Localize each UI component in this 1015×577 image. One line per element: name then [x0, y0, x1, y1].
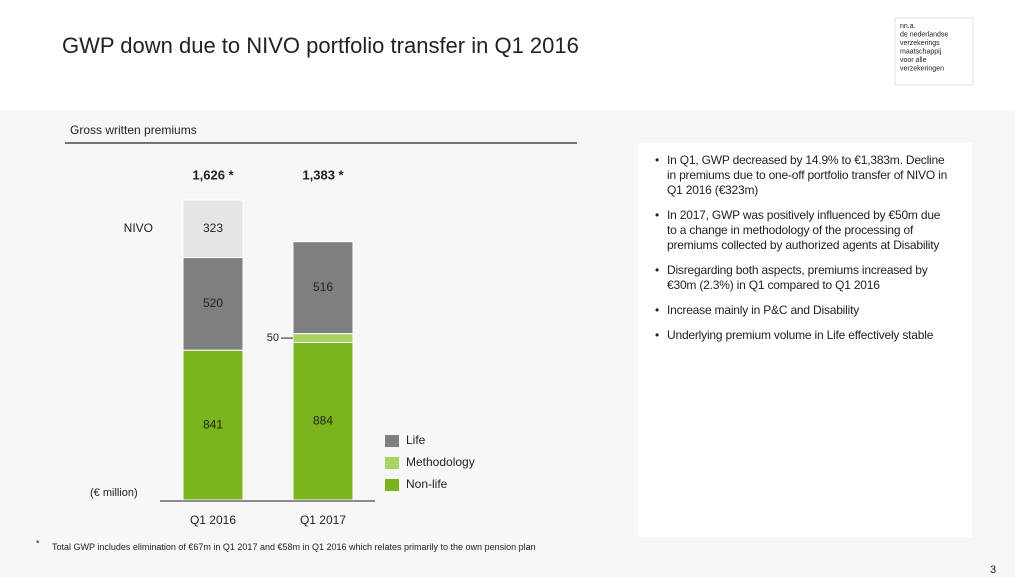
segment-label: 50 [267, 332, 279, 344]
legend-label: Non-life [406, 477, 448, 491]
legend-swatch [385, 435, 399, 447]
logo-text: voor alle [900, 57, 927, 64]
footnote-marker: * [36, 538, 40, 548]
legend-swatch [385, 479, 399, 491]
segment-label: 516 [313, 280, 333, 294]
total-label: 1,626 * [192, 167, 234, 182]
footnote: Total GWP includes elimination of €67m i… [52, 542, 536, 552]
bar-segment [292, 342, 354, 501]
bullet: In Q1, GWP decreased by 14.9% to €1,383m… [655, 153, 952, 198]
total-label: 1,383 * [302, 167, 344, 182]
bullet-list: In Q1, GWP decreased by 14.9% to €1,383m… [655, 153, 952, 343]
logo-text: maatschappij [900, 48, 942, 55]
header-band [0, 0, 1015, 110]
x-tick-label: Q1 2017 [300, 513, 346, 527]
segment-label: 841 [203, 417, 223, 431]
logo-text: verzekeringen [900, 65, 944, 72]
logo [894, 17, 974, 86]
series-label: NIVO [124, 221, 153, 235]
bar-segment [182, 349, 244, 501]
unit-label: (€ million) [90, 487, 138, 499]
segment-label: 520 [203, 296, 223, 310]
bar-segment [292, 333, 354, 344]
bullet: In 2017, GWP was positively influenced b… [655, 208, 952, 253]
bullet: Underlying premium volume in Life effect… [655, 328, 952, 343]
bullet: Disregarding both aspects, premiums incr… [655, 263, 952, 293]
bar-segment [182, 257, 244, 351]
logo-text: nn.a. [900, 23, 916, 30]
bar-segment [292, 241, 354, 335]
bullet: Increase mainly in P&C and Disability [655, 303, 952, 318]
bar-segment [182, 199, 244, 259]
chart-title: Gross written premiums [70, 123, 197, 137]
segment-label: 884 [313, 413, 333, 427]
x-tick-label: Q1 2016 [190, 513, 236, 527]
logo-text: de nederlandse [900, 31, 948, 38]
legend-swatch [385, 457, 399, 469]
legend-label: Methodology [406, 455, 475, 469]
slide-title: GWP down due to NIVO portfolio transfer … [62, 33, 579, 58]
page-number: 3 [990, 564, 996, 576]
legend-label: Life [406, 433, 426, 447]
logo-text: verzekerings [900, 40, 940, 47]
bullet-box: In Q1, GWP decreased by 14.9% to €1,383m… [638, 143, 972, 537]
segment-label: 323 [203, 221, 223, 235]
